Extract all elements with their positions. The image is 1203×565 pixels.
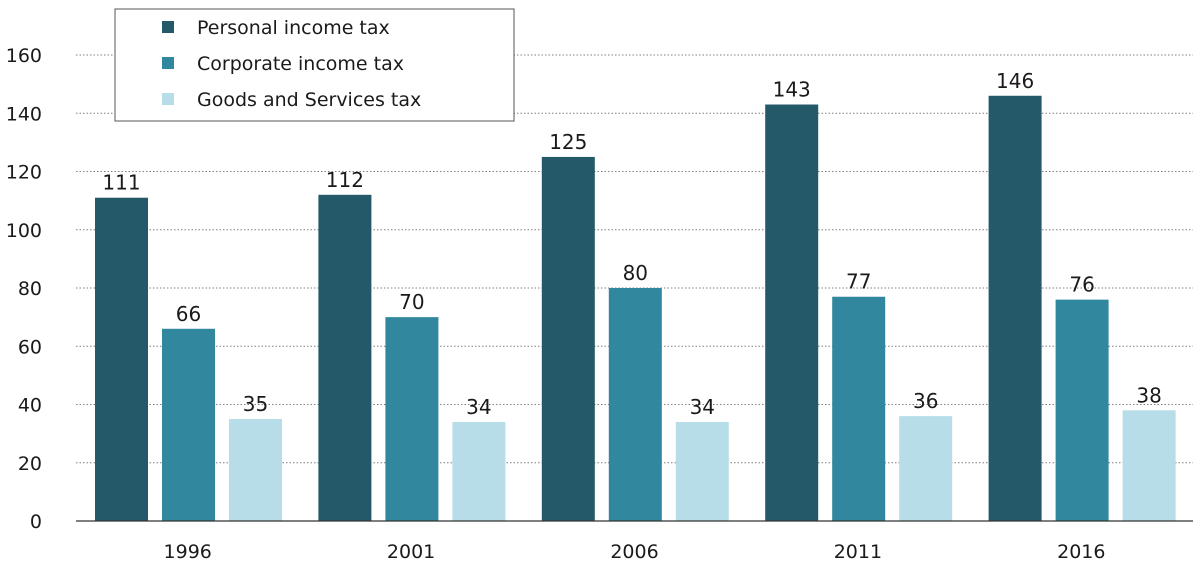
y-tick-label: 40: [18, 395, 42, 417]
bar: [229, 419, 282, 521]
data-label: 35: [243, 392, 268, 416]
data-label: 146: [996, 69, 1034, 93]
bar: [1122, 410, 1176, 521]
y-tick-label: 20: [18, 453, 42, 475]
y-tick-label: 100: [6, 220, 42, 242]
y-tick-label: 160: [6, 45, 42, 67]
legend-box: [114, 8, 515, 122]
bar: [765, 104, 819, 521]
legend-swatch: [162, 57, 174, 69]
bar: [452, 421, 506, 521]
bar: [832, 296, 886, 521]
x-tick-label: 2011: [834, 541, 882, 563]
x-axis: 1996 2001 2006 2011 2016: [76, 520, 1193, 563]
legend-label: Goods and Services tax: [197, 89, 421, 111]
bar: [899, 416, 953, 521]
data-label: 34: [690, 395, 715, 419]
x-tick-label: 2006: [610, 541, 658, 563]
legend-swatch: [162, 93, 174, 105]
data-label: 36: [913, 389, 938, 413]
data-label: 38: [1136, 383, 1161, 407]
y-tick-label: 80: [18, 278, 42, 300]
data-label: 70: [399, 290, 424, 314]
bar: [608, 288, 662, 521]
data-label: 143: [773, 78, 811, 102]
data-labels: 111 66 35 112 70 34 125 80 34 143 77 36 146 76 38: [102, 69, 1161, 419]
data-label: 112: [326, 168, 364, 192]
y-tick-label: 0: [30, 511, 42, 533]
data-label: 76: [1069, 273, 1094, 297]
x-tick-label: 1996: [164, 541, 212, 563]
bar: [675, 421, 729, 521]
y-tick-label: 120: [6, 162, 42, 184]
bar: [162, 328, 215, 521]
bar: [988, 95, 1042, 522]
x-tick-label: 2016: [1057, 541, 1105, 563]
y-tick-label: 140: [6, 103, 42, 125]
legend-label: Personal income tax: [197, 17, 390, 39]
x-tick-label: 2001: [387, 541, 435, 563]
bar: [1055, 299, 1109, 521]
y-tick-label: 60: [18, 336, 42, 358]
bars: [95, 95, 1176, 522]
data-label: 125: [549, 130, 587, 154]
data-label: 80: [623, 261, 648, 285]
legend-swatch: [162, 21, 174, 33]
data-label: 111: [102, 171, 140, 195]
bar: [95, 197, 148, 521]
data-label: 77: [846, 270, 871, 294]
bar: [318, 194, 372, 522]
legend-label: Corporate income tax: [197, 53, 404, 75]
bar: [541, 156, 595, 521]
legend: Personal income tax Corporate income tax G…: [114, 8, 515, 122]
data-label: 34: [466, 395, 491, 419]
bar: [385, 317, 439, 521]
y-axis: 0 20 40 60 80 100 120 140 160: [6, 45, 42, 533]
data-label: 66: [176, 302, 201, 326]
